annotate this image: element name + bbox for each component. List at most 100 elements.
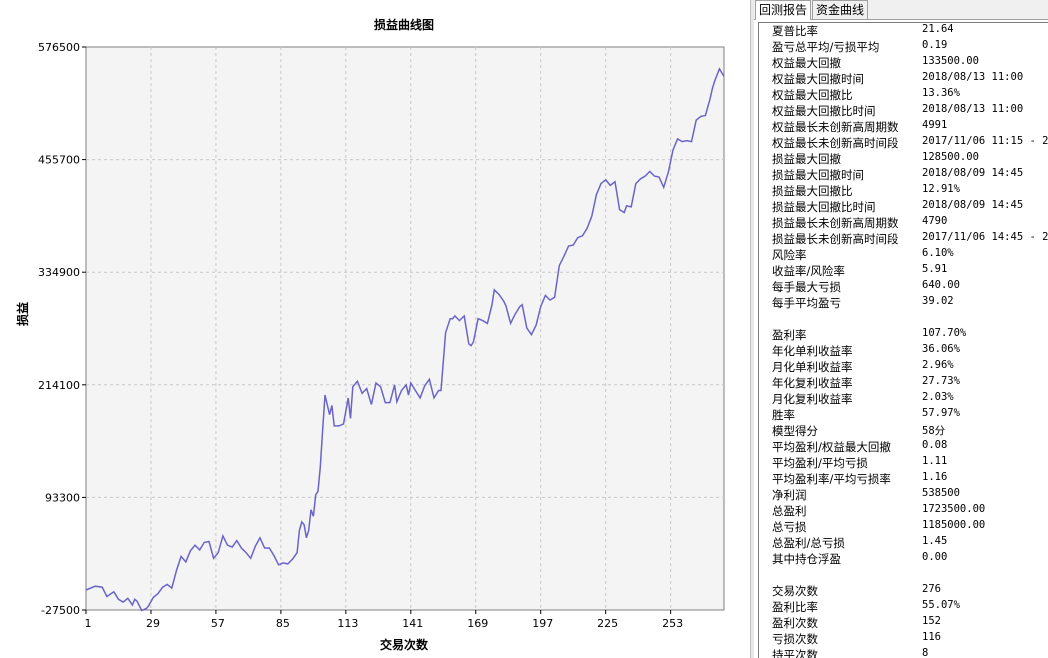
report-metric-value: 1.16	[922, 471, 948, 483]
report-row[interactable]: 权益最大回撤比时间 2018/08/13 11:00	[759, 103, 1048, 119]
report-metric-value: 2018/08/09 14:45	[922, 167, 1024, 179]
report-metric-name: 盈利次数	[772, 616, 818, 630]
report-metric-name: 权益最长未创新高周期数	[772, 120, 899, 134]
report-metric-name: 月化复利收益率	[772, 392, 853, 406]
report-row[interactable]: 持平次数 8	[759, 647, 1048, 658]
report-metric-value: 133500.00	[922, 55, 979, 67]
report-metric-value: 36.06%	[922, 343, 960, 355]
tab-equity-curve[interactable]: 资金曲线	[812, 0, 869, 19]
report-row[interactable]: 平均盈利/平均亏损 1.11	[759, 455, 1048, 471]
report-row[interactable]: 权益最大回撤 133500.00	[759, 55, 1048, 71]
report-metric-value: 21.64	[922, 23, 954, 35]
report-metric-name: 权益最大回撤时间	[772, 72, 864, 86]
report-row[interactable]: 权益最长未创新高时间段 2017/11/06 11:15 - 20	[759, 135, 1048, 151]
report-metric-name: 损益最大回撤比	[772, 184, 853, 198]
report-row[interactable]: 收益率/风险率 5.91	[759, 263, 1048, 279]
y-tick-label: 214100	[38, 379, 80, 392]
report-row[interactable]: 损益最大回撤比时间 2018/08/09 14:45	[759, 199, 1048, 215]
report-metric-name: 年化单利收益率	[772, 344, 853, 358]
report-row[interactable]: 总亏损 1185000.00	[759, 519, 1048, 535]
report-metric-value: 0.00	[922, 551, 948, 563]
report-metric-value: 116	[922, 631, 941, 643]
report-metric-name: 年化复利收益率	[772, 376, 853, 390]
report-metric-name: 其中持仓浮盈	[772, 552, 841, 566]
report-row[interactable]: 平均盈利/权益最大回撤 0.08	[759, 439, 1048, 455]
report-row[interactable]: 损益最长未创新高时间段 2017/11/06 14:45 - 20	[759, 231, 1048, 247]
report-metric-name: 平均盈利率/平均亏损率	[772, 472, 891, 486]
report-metric-name: 风险率	[772, 248, 807, 262]
report-row[interactable]: 每手平均盈亏 39.02	[759, 295, 1048, 311]
report-metric-value: 4790	[922, 215, 948, 227]
report-row[interactable]: 损益最长未创新高周期数 4790	[759, 215, 1048, 231]
panel-splitter[interactable]	[750, 0, 755, 658]
report-row[interactable]: 盈利率 107.70%	[759, 327, 1048, 343]
report-metric-value: 2.96%	[922, 359, 954, 371]
report-row[interactable]: 权益最大回撤比 13.36%	[759, 87, 1048, 103]
x-tick-label: 113	[337, 617, 358, 630]
chart-panel: 损益曲线图 576500 455700 334900 214100 93300 -2750…	[15, 17, 725, 652]
report-row[interactable]: 交易次数 276	[759, 583, 1048, 599]
report-row[interactable]: 损益最大回撤时间 2018/08/09 14:45	[759, 167, 1048, 183]
report-metric-value: 128500.00	[922, 151, 979, 163]
report-metric-value: 2.03%	[922, 391, 954, 403]
report-row[interactable]: 盈亏总平均/亏损平均 0.19	[759, 39, 1048, 55]
grid-lines	[86, 47, 724, 610]
report-metric-name: 平均盈利/权益最大回撤	[772, 440, 891, 454]
report-row[interactable]: 亏损次数 116	[759, 631, 1048, 647]
report-panel: 回测报告 资金曲线 夏普比率 21.64 盈亏总平均/亏损平均 0.19 权益最大回撤 1…	[754, 0, 1048, 658]
x-tick-label: 225	[597, 617, 618, 630]
report-row[interactable]: 盈利比率 55.07%	[759, 599, 1048, 615]
x-tick-label: 1	[85, 617, 92, 630]
report-row[interactable]: 损益最大回撤比 12.91%	[759, 183, 1048, 199]
report-metric-name: 总盈利	[772, 504, 807, 518]
report-metric-name: 损益最大回撤比时间	[772, 200, 876, 214]
report-metric-name: 胜率	[772, 408, 795, 422]
report-row[interactable]	[759, 311, 1048, 327]
report-row[interactable]	[759, 567, 1048, 583]
report-metric-name: 损益最大回撤	[772, 152, 841, 166]
tab-backtest-report[interactable]: 回测报告	[755, 0, 812, 20]
report-row[interactable]: 年化复利收益率 27.73%	[759, 375, 1048, 391]
report-row[interactable]: 模型得分 58分	[759, 423, 1048, 439]
report-row[interactable]: 损益最大回撤 128500.00	[759, 151, 1048, 167]
report-metric-name: 月化单利收益率	[772, 360, 853, 374]
report-metric-value: 2017/11/06 14:45 - 20	[922, 231, 1048, 243]
report-row[interactable]: 月化复利收益率 2.03%	[759, 391, 1048, 407]
report-row[interactable]: 总盈利/总亏损 1.45	[759, 535, 1048, 551]
report-row[interactable]: 胜率 57.97%	[759, 407, 1048, 423]
y-tick-label: 334900	[38, 266, 80, 279]
x-axis: 1 29 57 85 113 141 169 197 225 253	[85, 610, 683, 630]
x-axis-label: 交易次数	[380, 637, 429, 652]
report-metric-name: 平均盈利/平均亏损	[772, 456, 868, 470]
report-metric-name: 权益最大回撤比时间	[772, 104, 876, 118]
report-metric-name: 收益率/风险率	[772, 264, 845, 278]
report-row[interactable]: 其中持仓浮盈 0.00	[759, 551, 1048, 567]
report-row[interactable]: 平均盈利率/平均亏损率 1.16	[759, 471, 1048, 487]
report-row[interactable]: 盈利次数 152	[759, 615, 1048, 631]
report-row[interactable]: 权益最大回撤时间 2018/08/13 11:00	[759, 71, 1048, 87]
report-metric-value: 2017/11/06 11:15 - 20	[922, 135, 1048, 147]
report-metric-name: 交易次数	[772, 584, 818, 598]
report-row[interactable]: 每手最大亏损 640.00	[759, 279, 1048, 295]
report-row[interactable]: 夏普比率 21.64	[759, 23, 1048, 39]
report-row[interactable]: 权益最长未创新高周期数 4991	[759, 119, 1048, 135]
report-metric-name: 亏损次数	[772, 632, 818, 646]
report-metric-value: 640.00	[922, 279, 960, 291]
x-tick-label: 141	[402, 617, 423, 630]
report-row[interactable]: 年化单利收益率 36.06%	[759, 343, 1048, 359]
report-metric-name: 权益最大回撤	[772, 56, 841, 70]
report-row[interactable]: 总盈利 1723500.00	[759, 503, 1048, 519]
report-metric-value: 57.97%	[922, 407, 960, 419]
report-metric-name: 总盈利/总亏损	[772, 536, 845, 550]
report-metric-value: 276	[922, 583, 941, 595]
report-metric-value: 27.73%	[922, 375, 960, 387]
report-row[interactable]: 净利润 538500	[759, 487, 1048, 503]
report-metric-name: 权益最大回撤比	[772, 88, 853, 102]
report-metric-value: 1723500.00	[922, 503, 986, 515]
x-tick-label: 57	[211, 617, 225, 630]
report-row[interactable]: 风险率 6.10%	[759, 247, 1048, 263]
report-metric-name: 持平次数	[772, 648, 818, 658]
report-row[interactable]: 月化单利收益率 2.96%	[759, 359, 1048, 375]
report-metric-value: 6.10%	[922, 247, 954, 259]
x-tick-label: 253	[662, 617, 683, 630]
